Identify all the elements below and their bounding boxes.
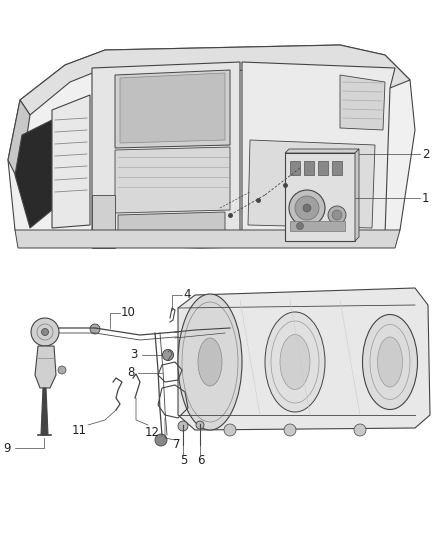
Circle shape [196, 421, 204, 429]
Text: 2: 2 [422, 148, 430, 160]
Circle shape [58, 366, 66, 374]
Polygon shape [242, 62, 395, 238]
Circle shape [224, 424, 236, 436]
Ellipse shape [198, 338, 222, 386]
Text: 8: 8 [127, 367, 134, 379]
Text: 11: 11 [72, 424, 87, 437]
Circle shape [328, 206, 346, 224]
Circle shape [155, 434, 167, 446]
Polygon shape [285, 149, 359, 153]
FancyBboxPatch shape [290, 161, 300, 175]
Text: 3: 3 [130, 349, 138, 361]
FancyBboxPatch shape [332, 161, 342, 175]
FancyBboxPatch shape [304, 161, 314, 175]
Circle shape [354, 424, 366, 436]
Polygon shape [15, 120, 52, 228]
FancyBboxPatch shape [290, 221, 345, 231]
Polygon shape [115, 70, 230, 148]
Ellipse shape [178, 294, 242, 430]
Polygon shape [8, 45, 415, 248]
Polygon shape [41, 388, 48, 435]
Polygon shape [8, 100, 30, 180]
Text: 5: 5 [180, 454, 187, 466]
Circle shape [31, 318, 59, 346]
Polygon shape [52, 95, 90, 228]
Circle shape [289, 190, 325, 226]
Text: 9: 9 [3, 441, 11, 455]
Polygon shape [92, 195, 115, 248]
Ellipse shape [265, 312, 325, 412]
Polygon shape [92, 62, 240, 238]
Ellipse shape [363, 314, 417, 409]
Text: 6: 6 [197, 454, 205, 466]
Text: 10: 10 [121, 306, 136, 319]
Circle shape [297, 222, 304, 230]
Polygon shape [35, 346, 56, 388]
Text: 7: 7 [173, 439, 180, 451]
Polygon shape [20, 45, 410, 115]
Text: 1: 1 [422, 191, 430, 205]
Polygon shape [15, 230, 400, 248]
Circle shape [295, 196, 319, 220]
Circle shape [162, 350, 173, 360]
Polygon shape [248, 140, 375, 228]
Ellipse shape [378, 337, 403, 387]
Circle shape [42, 328, 49, 335]
Polygon shape [118, 212, 225, 240]
Polygon shape [340, 75, 385, 130]
Circle shape [90, 324, 100, 334]
FancyBboxPatch shape [318, 161, 328, 175]
Text: 12: 12 [145, 426, 160, 440]
Text: 4: 4 [183, 288, 191, 302]
Circle shape [303, 204, 311, 212]
Ellipse shape [280, 335, 310, 390]
Polygon shape [115, 147, 230, 213]
Polygon shape [120, 73, 225, 143]
Circle shape [284, 424, 296, 436]
Circle shape [178, 421, 188, 431]
Circle shape [332, 210, 342, 220]
Polygon shape [178, 288, 430, 430]
FancyBboxPatch shape [285, 153, 355, 241]
Polygon shape [355, 149, 359, 241]
